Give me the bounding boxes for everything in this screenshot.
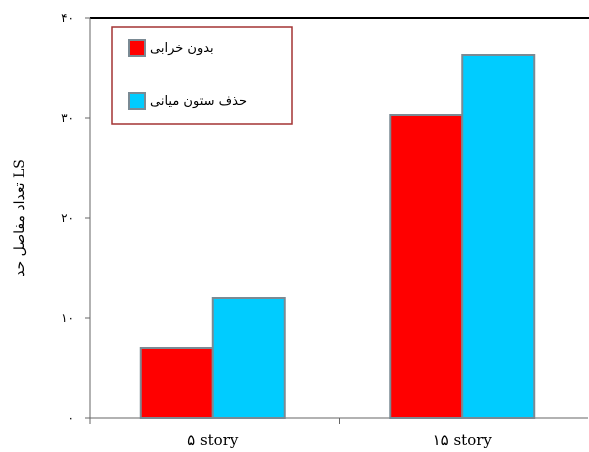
y-ticks: ۰ ۱۰ ۲۰ ۳۰ ۴۰ — [61, 11, 90, 425]
bar — [461, 54, 536, 419]
x-tick-label: ۵ story — [187, 431, 239, 449]
legend-label: بدون خرابی — [150, 41, 214, 56]
y-axis-label: تعداد مفاصل حد LS — [12, 159, 28, 277]
legend-label: حذف ستون میانی — [150, 94, 247, 109]
y-tick-label: ۲۰ — [61, 211, 74, 225]
bar — [211, 297, 286, 419]
x-ticks: ۵ story ۱۵ story — [89, 418, 493, 449]
bar — [139, 347, 214, 419]
y-tick-label: ۳۰ — [61, 111, 74, 125]
legend-swatch — [128, 92, 146, 110]
legend-swatch — [128, 39, 146, 57]
x-tick-label: ۱۵ story — [433, 431, 493, 449]
bars — [139, 54, 536, 419]
y-tick-label: ۰ — [68, 411, 74, 425]
y-tick-label: ۱۰ — [61, 311, 74, 325]
y-tick-label: ۴۰ — [61, 11, 74, 25]
bar — [389, 114, 464, 419]
legend: بدون خرابی حذف ستون میانی — [111, 26, 293, 125]
